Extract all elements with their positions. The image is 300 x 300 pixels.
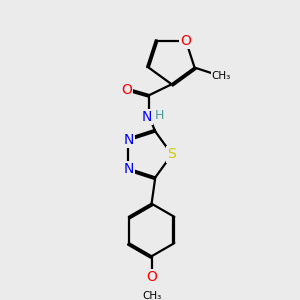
Text: O: O [121,82,132,97]
Text: O: O [180,34,191,48]
Text: H: H [154,109,164,122]
Text: N: N [123,162,134,176]
Text: N: N [142,110,152,124]
Text: S: S [168,148,176,161]
Text: N: N [123,133,134,147]
Text: CH₃: CH₃ [212,71,231,81]
Text: O: O [146,270,157,284]
Text: CH₃: CH₃ [142,292,161,300]
